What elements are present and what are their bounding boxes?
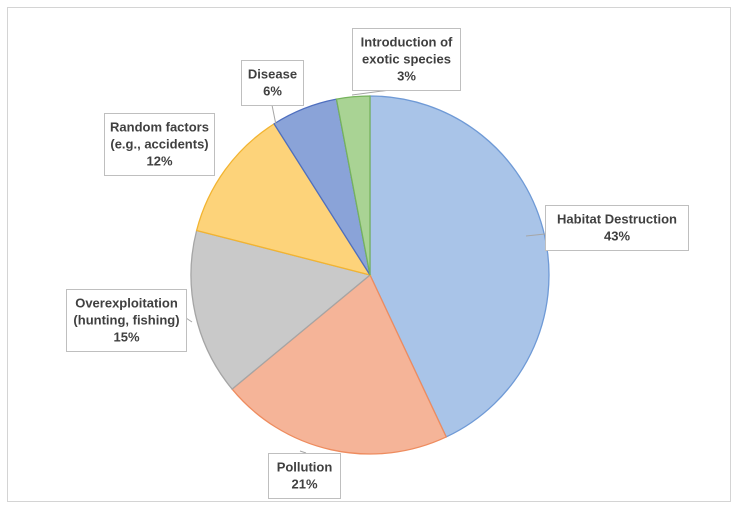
data-label-category: (hunting, fishing)	[73, 313, 179, 328]
pie-slice-3	[190, 229, 372, 391]
data-label-category: Disease	[248, 67, 297, 82]
data-label-3: Overexploitation (hunting, fishing) 15%	[66, 289, 187, 352]
leader-line-1	[525, 233, 546, 237]
data-label-1: Habitat Destruction 43%	[545, 205, 689, 251]
data-label-box	[66, 289, 187, 352]
pie-slice-4	[195, 122, 372, 277]
data-label-5: Disease 6%	[241, 60, 304, 106]
data-label-category: exotic species	[362, 52, 451, 67]
leader-line-2	[299, 450, 307, 454]
data-label-value: 6%	[263, 84, 282, 99]
data-label-value: 15%	[113, 330, 139, 345]
data-label-category: Random factors	[110, 120, 209, 135]
data-label-box	[545, 205, 689, 251]
data-label-category: Overexploitation	[75, 296, 178, 311]
data-label-box	[241, 60, 304, 106]
pie-slices	[190, 95, 550, 455]
data-label-value: 12%	[146, 154, 172, 169]
leader-line-5	[271, 104, 277, 126]
data-labels: Habitat Destruction 43% Pollution 21% Overex…	[66, 28, 689, 499]
data-label-value: 21%	[291, 477, 317, 492]
data-label-6: Introduction of exotic species 3%	[352, 28, 461, 91]
data-label-4: Random factors (e.g., accidents) 12%	[104, 113, 215, 176]
data-label-value: 3%	[397, 69, 416, 84]
pie-slice-6	[335, 95, 371, 276]
pie-slice-2	[231, 273, 448, 455]
data-label-category: Habitat Destruction	[557, 212, 677, 227]
data-label-box	[104, 113, 215, 176]
data-label-value: 43%	[604, 229, 630, 244]
pie-slice-1	[369, 95, 550, 438]
data-label-box	[268, 453, 341, 499]
data-label-box	[352, 28, 461, 91]
data-label-category: (e.g., accidents)	[110, 137, 208, 152]
data-label-category: Pollution	[277, 460, 333, 475]
data-label-2: Pollution 21%	[268, 453, 341, 499]
data-label-category: Introduction of	[361, 35, 453, 50]
